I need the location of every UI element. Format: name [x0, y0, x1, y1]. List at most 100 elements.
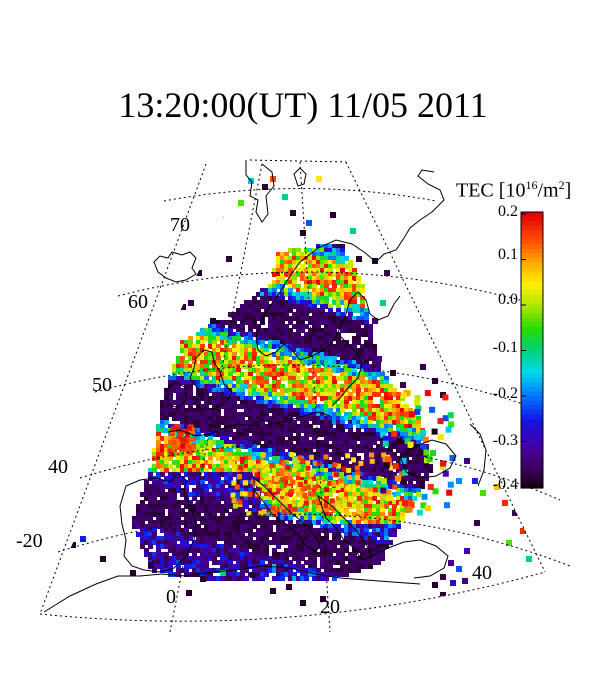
tec-data-point: [296, 476, 301, 481]
tec-data-point: [340, 408, 345, 413]
tec-data-point: [332, 376, 337, 381]
tec-data-point: [148, 552, 153, 557]
tec-data-point: [248, 476, 253, 481]
tec-data-point: [180, 348, 185, 353]
tec-data-point: [269, 462, 275, 468]
tec-data-point: [232, 336, 237, 341]
tec-data-point: [324, 372, 329, 377]
tec-data-point: [296, 284, 301, 289]
tec-data-point: [188, 388, 193, 393]
tec-data-point: [273, 476, 279, 482]
tec-data-point: [272, 292, 277, 297]
tec-data-point: [192, 476, 197, 481]
tec-data-point: [356, 416, 361, 421]
tec-data-point: [376, 432, 381, 437]
tec-data-point: [256, 572, 261, 577]
tec-data-point: [136, 524, 141, 529]
tec-data-point: [380, 396, 385, 401]
tec-data-point: [396, 416, 401, 421]
tec-data-point: [160, 516, 165, 521]
tec-data-point: [388, 480, 393, 485]
tec-data-point: [220, 460, 225, 465]
tec-data-point: [421, 445, 428, 452]
tec-data-point: [272, 424, 277, 429]
tec-data-point: [292, 352, 297, 357]
tec-data-point: [288, 384, 293, 389]
tec-data-point: [274, 494, 280, 500]
colorbar-cell: [521, 285, 543, 291]
tec-data-point: [336, 324, 341, 329]
tec-data-point: [340, 400, 345, 405]
tec-data-point: [160, 412, 165, 417]
tec-data-point: [288, 540, 293, 545]
tec-data-point: [180, 560, 185, 565]
tec-data-point: [184, 372, 189, 377]
tec-data-point: [252, 380, 257, 385]
tec-data-point: [447, 481, 454, 488]
tec-data-point: [212, 576, 217, 581]
tec-data-point: [240, 372, 245, 377]
tec-data-point: [336, 524, 341, 529]
tec-data-point: [328, 380, 333, 385]
tec-data-point: [272, 532, 277, 537]
tec-data-point: [340, 452, 345, 457]
tec-data-point: [324, 508, 329, 513]
tec-data-point: [408, 464, 413, 469]
tec-data-point: [228, 480, 233, 485]
tec-data-point: [270, 505, 276, 511]
tec-data-point: [404, 496, 409, 501]
tec-data-point: [224, 504, 229, 509]
tec-data-point: [179, 446, 184, 452]
tec-data-point: [200, 392, 205, 397]
tec-data-point: [208, 508, 213, 513]
tec-data-point: [340, 420, 345, 425]
tec-data-point: [268, 416, 273, 421]
tec-data-point: [192, 568, 197, 573]
tec-data-point: [296, 528, 301, 533]
tec-data-point: [336, 468, 341, 473]
tec-data-point: [324, 520, 329, 525]
tec-data-point: [264, 528, 269, 533]
tec-data-point: [264, 516, 269, 521]
tec-data-point: [280, 284, 285, 289]
tec-data-point: [312, 472, 317, 477]
tec-data-point: [280, 280, 285, 285]
tec-data-point: [216, 560, 221, 565]
tec-data-point: [264, 360, 269, 365]
tec-data-point: [392, 440, 397, 445]
tec-data-point: [224, 472, 229, 477]
tec-data-point: [176, 500, 181, 505]
tec-data-point: [416, 420, 421, 425]
tec-data-point: [204, 444, 209, 449]
colorbar-tick-label: 0.0: [498, 291, 518, 308]
tec-data-point: [356, 392, 361, 397]
tec-data-point: [296, 576, 301, 581]
tec-data-point: [345, 453, 351, 459]
tec-data-point: [348, 372, 353, 377]
tec-data-point: [320, 408, 325, 413]
tec-data-point: [532, 540, 538, 546]
tec-data-point: [408, 480, 413, 485]
tec-data-point: [164, 420, 169, 425]
tec-data-point: [304, 312, 309, 317]
tec-data-point: [216, 420, 221, 425]
tec-data-point: [386, 489, 392, 495]
tec-data-point: [352, 300, 357, 305]
tec-data-point: [381, 452, 387, 458]
tec-data-point: [236, 316, 241, 321]
colorbar-cell: [521, 377, 543, 383]
tec-data-point: [312, 576, 317, 581]
tec-data-point: [328, 572, 333, 577]
tec-data-point: [344, 424, 349, 429]
tec-data-point: [156, 464, 161, 469]
tec-data-point: [272, 480, 277, 485]
tec-data-point: [262, 486, 268, 492]
tec-data-point: [392, 388, 397, 393]
tec-data-point: [312, 496, 317, 501]
tec-data-point: [236, 404, 241, 409]
tec-data-point: [364, 464, 369, 469]
tec-data-point: [288, 316, 293, 321]
tec-data-point: [304, 436, 309, 441]
tec-data-point: [308, 428, 313, 433]
tec-data-point: [204, 576, 209, 581]
